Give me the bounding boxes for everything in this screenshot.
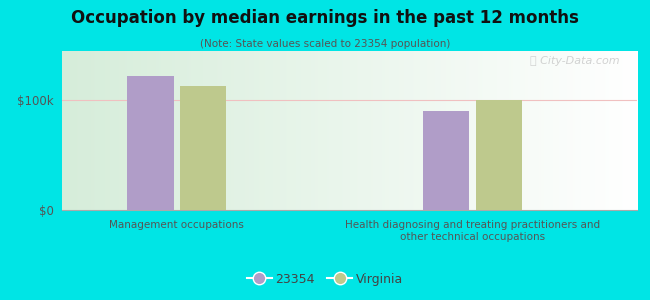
Text: Ⓣ City-Data.com: Ⓣ City-Data.com <box>530 56 619 66</box>
Bar <box>423 111 469 210</box>
Legend: 23354, Virginia: 23354, Virginia <box>242 268 408 291</box>
Bar <box>476 100 522 210</box>
Bar <box>180 86 226 210</box>
Text: Occupation by median earnings in the past 12 months: Occupation by median earnings in the pas… <box>71 9 579 27</box>
Bar <box>127 76 174 210</box>
Text: (Note: State values scaled to 23354 population): (Note: State values scaled to 23354 popu… <box>200 39 450 49</box>
